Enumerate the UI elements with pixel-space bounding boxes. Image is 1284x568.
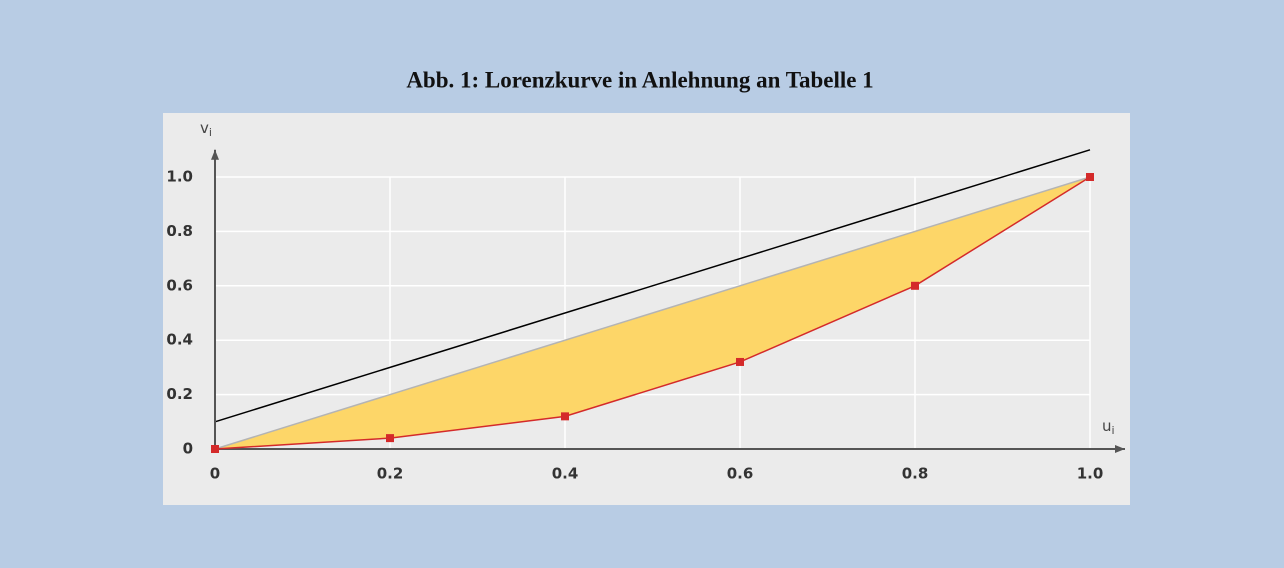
y-tick-label: 0 <box>183 440 193 458</box>
x-tick-label: 0.8 <box>902 465 929 483</box>
lorenz-point <box>386 434 394 443</box>
lorenz-curve <box>214 176 1091 450</box>
y-tick-label: 0.2 <box>166 385 193 403</box>
x-axis-arrow <box>1115 445 1125 453</box>
axis-label: vi <box>200 119 212 140</box>
axis-label-sub: i <box>209 126 212 139</box>
reference-line <box>214 149 1091 423</box>
x-tick-label: 0.6 <box>727 465 754 483</box>
lorenz-point <box>561 412 569 421</box>
x-tick-label: 0 <box>210 465 220 483</box>
x-tick-label: 0.4 <box>552 465 579 483</box>
plot-panel <box>163 113 1130 505</box>
lorenz-point <box>911 281 919 290</box>
y-tick-label: 0.8 <box>166 222 193 240</box>
y-tick-label: 0.6 <box>166 276 193 294</box>
chart-title: Abb. 1: Lorenzkurve in Anlehnung an Tabe… <box>406 67 873 92</box>
y-axis-arrow <box>211 149 219 160</box>
lorenz-point <box>736 357 744 366</box>
axis-label-main: u <box>1102 417 1112 435</box>
lorenz-point <box>1086 173 1094 181</box>
equality-line <box>214 176 1091 450</box>
y-tick-label: 0.4 <box>166 331 193 349</box>
y-tick-label: 1.0 <box>166 168 193 186</box>
x-tick-label: 0.2 <box>377 465 404 483</box>
axis-label-main: v <box>200 119 209 137</box>
lorenz-point <box>211 445 219 453</box>
axis-label-sub: i <box>1112 424 1115 437</box>
axis-label: ui <box>1102 417 1115 438</box>
x-tick-label: 1.0 <box>1077 465 1104 483</box>
